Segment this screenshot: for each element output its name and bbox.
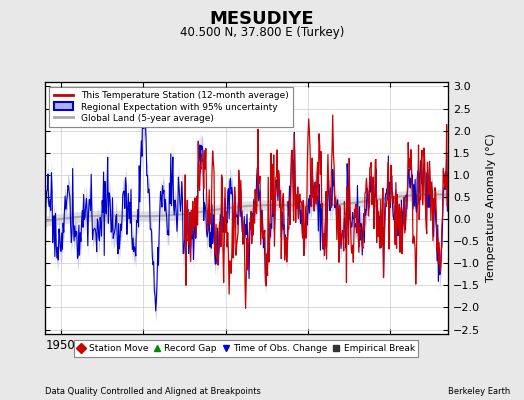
Legend: This Temperature Station (12-month average), Regional Expectation with 95% uncer: This Temperature Station (12-month avera… xyxy=(49,86,293,128)
Text: 40.500 N, 37.800 E (Turkey): 40.500 N, 37.800 E (Turkey) xyxy=(180,26,344,39)
Text: MESUDIYE: MESUDIYE xyxy=(210,10,314,28)
Text: Berkeley Earth: Berkeley Earth xyxy=(448,387,510,396)
Text: Data Quality Controlled and Aligned at Breakpoints: Data Quality Controlled and Aligned at B… xyxy=(45,387,260,396)
Y-axis label: Temperature Anomaly (°C): Temperature Anomaly (°C) xyxy=(486,134,496,282)
Legend: Station Move, Record Gap, Time of Obs. Change, Empirical Break: Station Move, Record Gap, Time of Obs. C… xyxy=(74,340,419,356)
